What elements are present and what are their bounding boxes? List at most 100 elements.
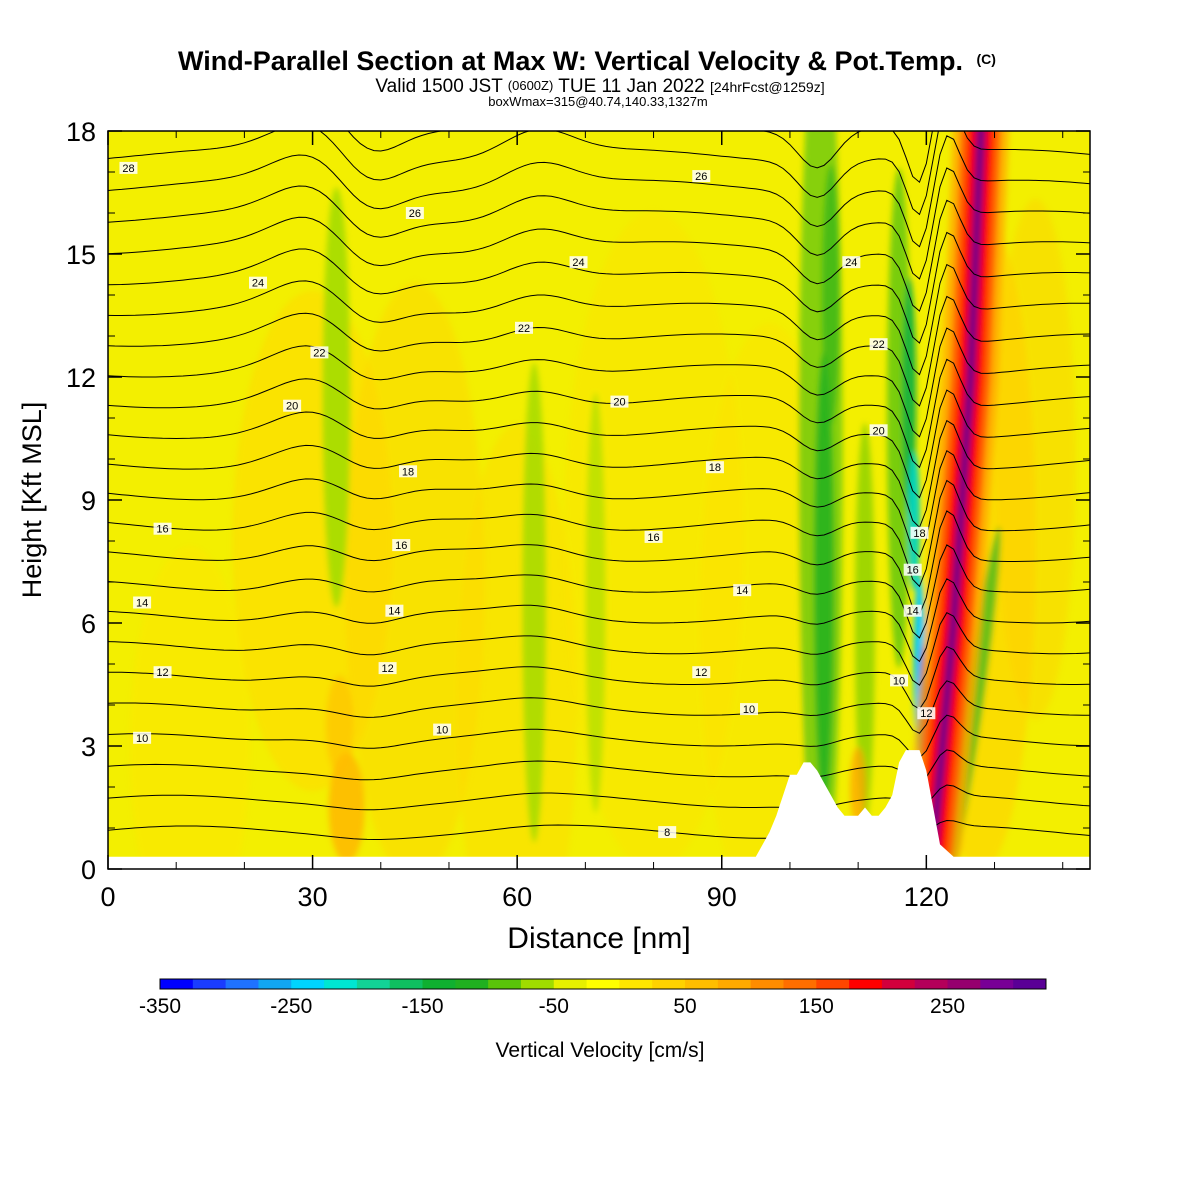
colorbar-tick-label: 50 <box>673 995 696 1018</box>
y-tick-label: 9 <box>81 486 96 516</box>
isentrope-label: 22 <box>514 321 533 335</box>
isentrope-line <box>108 510 1090 616</box>
isentrope-label: 10 <box>133 731 152 745</box>
svg-text:12: 12 <box>156 667 168 679</box>
isentrope-label: 20 <box>610 395 629 409</box>
svg-text:16: 16 <box>647 532 659 544</box>
svg-text:26: 26 <box>409 208 421 220</box>
isentrope-label: 10 <box>433 723 452 737</box>
colorbar-swatch <box>980 979 1014 989</box>
svg-text:10: 10 <box>893 675 905 687</box>
isentrope-label: 16 <box>644 530 663 544</box>
isentrope-label: 10 <box>740 703 759 716</box>
isentrope-label: 24 <box>569 256 588 269</box>
isentrope-label: 14 <box>903 604 922 618</box>
isentrope-line <box>108 358 1090 469</box>
isentrope-line <box>108 645 1090 710</box>
colorbar-swatch <box>225 979 259 989</box>
isentrope-line <box>108 295 1090 407</box>
isentrope-line <box>108 449 1090 558</box>
isentrope-label: 26 <box>692 170 711 183</box>
colorbar-swatch <box>750 979 784 989</box>
svg-text:8: 8 <box>664 827 670 839</box>
isentrope-label: 16 <box>153 522 172 536</box>
colorbar-swatch <box>324 979 358 989</box>
valid-time-line: Valid 1500 JST (0600Z) TUE 11 Jan 2022 [… <box>375 74 824 97</box>
colorbar-tick-label: -50 <box>539 995 569 1018</box>
colorbar-swatch <box>685 979 719 989</box>
colorbar-swatch <box>652 979 686 989</box>
isentrope-line <box>108 135 1090 248</box>
svg-text:20: 20 <box>613 397 625 409</box>
box-wmax-line: boxWmax=315@40.74,140.33,1327m <box>488 94 708 109</box>
svg-text:24: 24 <box>572 257 584 269</box>
colorbar-swatch <box>914 979 949 989</box>
colorbar-swatch <box>356 979 391 989</box>
colorbar-tick-label: -150 <box>402 995 444 1018</box>
isentrope-label: 18 <box>399 465 418 478</box>
colorbar-swatch <box>849 979 883 989</box>
svg-text:24: 24 <box>845 257 857 269</box>
colorbar-swatch <box>488 979 522 989</box>
isentrope-label: 18 <box>910 526 929 540</box>
colorbar-swatch <box>816 979 850 989</box>
colorbar-tick-label: 250 <box>930 995 965 1018</box>
svg-text:20: 20 <box>286 401 298 413</box>
colorbar: -350 -250 -150 -50 50 150 250 <box>139 978 1047 1018</box>
y-tick-label: 3 <box>81 732 96 762</box>
plot-area: 28 26 26 24 24 24 22 22 22 20 20 20 18 18 18 16 16 16 16 14… <box>108 131 1090 869</box>
colorbar-swatch <box>192 979 227 989</box>
isentrope-line <box>108 578 1090 663</box>
isentrope-label: 20 <box>869 424 888 437</box>
isentrope-line <box>108 327 1090 438</box>
isentrope-label: 26 <box>405 207 424 220</box>
isentrope-label: 24 <box>249 276 268 290</box>
svg-text:14: 14 <box>388 606 400 618</box>
isentrope-line <box>108 612 1090 686</box>
isentrope-label: 18 <box>705 461 724 474</box>
svg-text:18: 18 <box>402 466 414 478</box>
svg-text:12: 12 <box>920 708 932 720</box>
isentrope-line <box>108 714 1090 759</box>
x-tick-label: 0 <box>100 882 115 912</box>
svg-text:20: 20 <box>872 425 884 437</box>
isentrope-line <box>108 263 1090 376</box>
colorbar-tick-label: -250 <box>270 995 312 1018</box>
svg-text:12: 12 <box>695 667 707 679</box>
isentrope-line <box>347 131 933 184</box>
isentrope-label: 14 <box>385 604 404 618</box>
svg-text:16: 16 <box>907 565 919 577</box>
isentrope-label: 14 <box>733 584 752 597</box>
isentrope-label: 22 <box>869 338 888 351</box>
x-tick-label: 60 <box>502 882 532 912</box>
svg-text:18: 18 <box>913 528 925 540</box>
isentrope-label: 20 <box>283 399 302 413</box>
colorbar-swatch <box>783 979 817 989</box>
isentrope-line <box>108 231 1090 344</box>
colorbar-swatch <box>881 979 916 989</box>
colorbar-swatch <box>1013 979 1047 989</box>
isentrope-labels: 28 26 26 24 24 24 22 22 22 20 20 20 18 18 18 16 16 16 16 14… <box>119 161 936 839</box>
isentrope-line <box>108 131 1090 216</box>
svg-text:22: 22 <box>872 339 884 351</box>
svg-text:26: 26 <box>695 171 707 183</box>
isentrope-label: 16 <box>392 539 411 552</box>
svg-text:22: 22 <box>313 347 325 359</box>
y-axis-title: Height [Kft MSL] <box>17 402 47 599</box>
colorbar-swatch <box>553 979 588 989</box>
copyright-mark: (C) <box>977 51 996 67</box>
isentrope-line <box>108 544 1090 639</box>
y-tick-label: 15 <box>66 240 96 270</box>
svg-text:12: 12 <box>381 663 393 675</box>
colorbar-swatch <box>160 979 194 989</box>
y-tick-label: 6 <box>81 609 96 639</box>
colorbar-swatch <box>455 979 489 989</box>
isentrope-line <box>108 419 1090 529</box>
chart-title: Wind-Parallel Section at Max W: Vertical… <box>178 46 996 76</box>
isentrope-label: 28 <box>119 161 138 175</box>
isentrope-label: 16 <box>903 563 922 577</box>
x-tick-label: 30 <box>298 882 328 912</box>
svg-text:28: 28 <box>122 163 134 175</box>
colorbar-swatch <box>291 979 325 989</box>
